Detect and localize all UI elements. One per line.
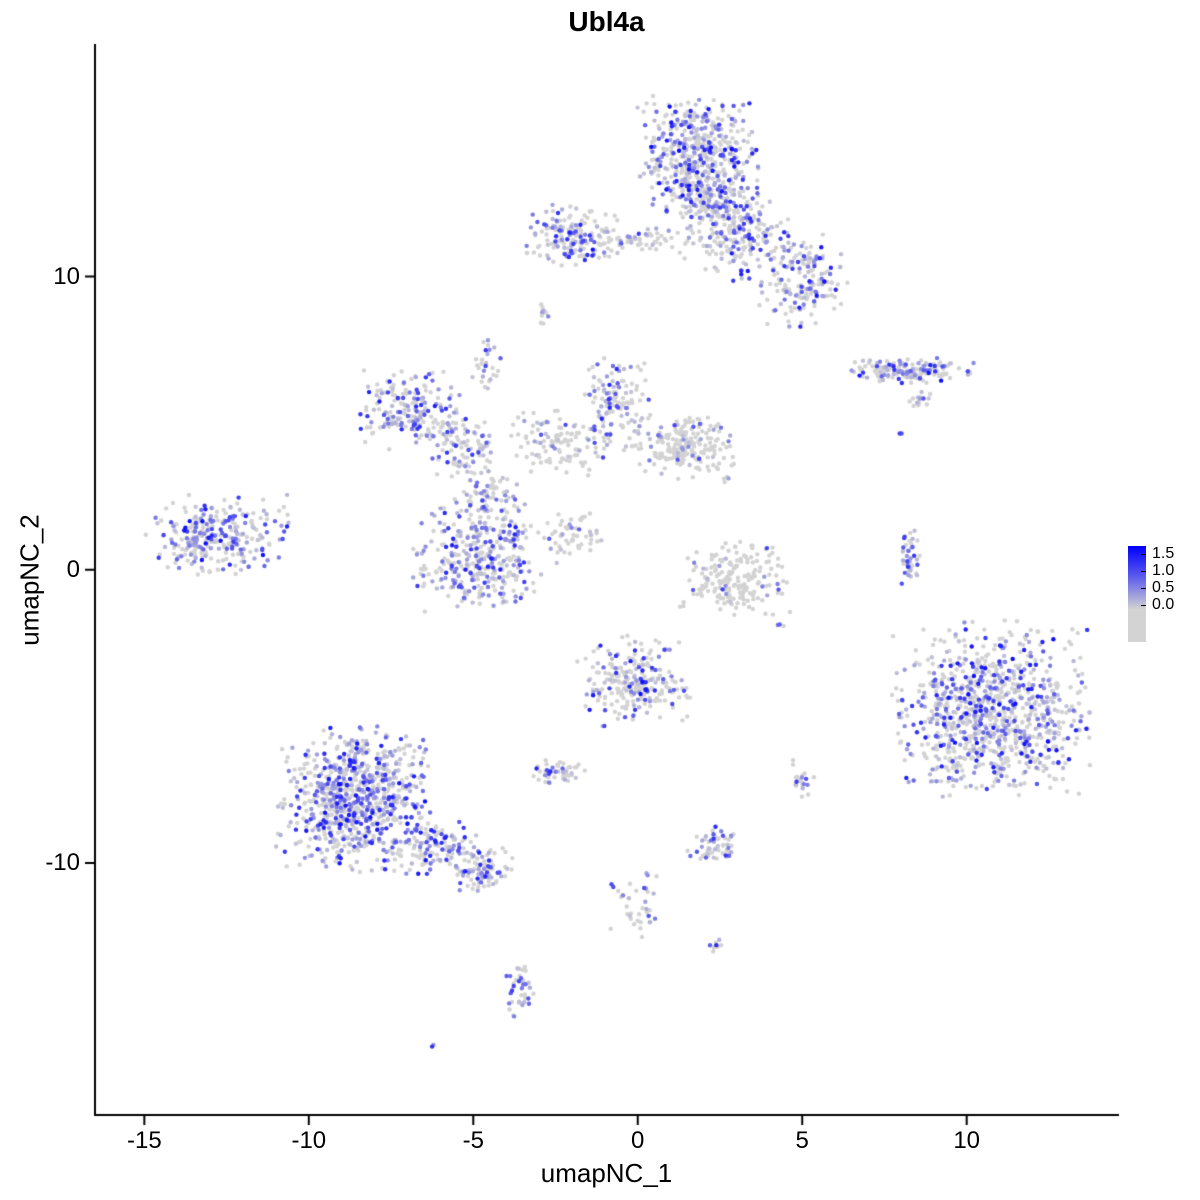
legend-value-label: 1.5 (1152, 545, 1175, 562)
expression-legend: 1.5 1.0 0.5 0.0 (1126, 540, 1200, 660)
y-tick-label: 10 (53, 262, 80, 290)
legend-tick-mark (1141, 571, 1146, 572)
x-tick-label: -5 (462, 1127, 484, 1154)
x-axis-label: umapNC_1 (540, 1158, 673, 1188)
legend-value-label: 0.0 (1152, 596, 1175, 613)
x-tick-label: 5 (795, 1127, 809, 1154)
legend-gradient-bar (1128, 546, 1146, 642)
legend-tick-mark (1141, 554, 1146, 555)
y-tick-label: 0 (66, 555, 80, 583)
x-tick-label: -15 (126, 1127, 162, 1154)
x-tick-label: 10 (953, 1127, 981, 1154)
legend-tick-mark (1141, 605, 1146, 606)
legend-tick-mark (1141, 588, 1146, 589)
x-tick-label: 0 (631, 1127, 645, 1154)
legend-value-label: 0.5 (1152, 579, 1175, 596)
x-tick-label: -10 (291, 1127, 327, 1154)
legend-value-label: 1.0 (1152, 562, 1175, 579)
y-tick-label: -10 (45, 848, 80, 876)
plot-title: Ubl4a (568, 6, 645, 37)
